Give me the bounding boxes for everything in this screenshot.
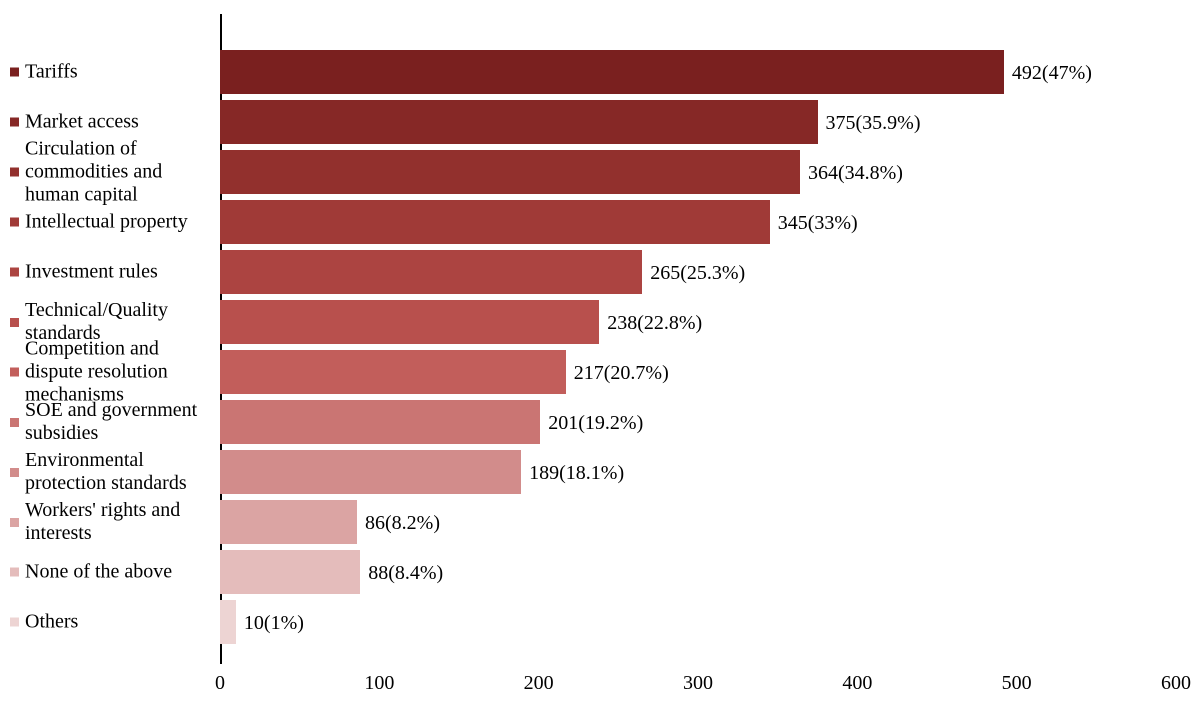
bar-value-label: 88(8.4%) — [368, 562, 443, 585]
legend-swatch — [10, 418, 19, 427]
horizontal-bar-chart: 492(47%) 375(35.9%) 364(34.8%) 345(33%) 265(… — [0, 0, 1196, 716]
x-tick-label: 600 — [1161, 672, 1191, 695]
bar — [220, 150, 800, 194]
x-tick-label: 400 — [842, 672, 872, 695]
bar-value-label: 10(1%) — [244, 612, 304, 635]
bar-value-label: 201(19.2%) — [548, 412, 643, 435]
x-tick-label: 500 — [1002, 672, 1032, 695]
bar — [220, 200, 770, 244]
category-label: Intellectual property — [10, 211, 215, 234]
legend-swatch — [10, 168, 19, 177]
category-label-text: Others — [25, 611, 78, 634]
bar-value-label: 364(34.8%) — [808, 162, 903, 185]
bar-value-label: 265(25.3%) — [650, 262, 745, 285]
bar-value-label: 492(47%) — [1012, 62, 1092, 85]
category-label: Circulation of commodities and human cap… — [10, 138, 215, 207]
bar — [220, 50, 1004, 94]
category-label: Environmental protection standards — [10, 449, 215, 495]
category-label: Tariffs — [10, 61, 215, 84]
bar — [220, 400, 540, 444]
legend-swatch — [10, 268, 19, 277]
bar-value-label: 217(20.7%) — [574, 362, 669, 385]
category-label-text: None of the above — [25, 561, 172, 584]
legend-swatch — [10, 518, 19, 527]
category-label-text: Investment rules — [25, 261, 158, 284]
category-label: Investment rules — [10, 261, 215, 284]
legend-swatch — [10, 218, 19, 227]
bar-value-label: 189(18.1%) — [529, 462, 624, 485]
bar — [220, 100, 818, 144]
legend-swatch — [10, 68, 19, 77]
category-label: SOE and government subsidies — [10, 399, 215, 445]
category-label-text: Workers' rights and interests — [25, 499, 215, 545]
bar — [220, 250, 642, 294]
category-label: Others — [10, 611, 215, 634]
legend-swatch — [10, 118, 19, 127]
bar — [220, 300, 599, 344]
x-tick-label: 0 — [215, 672, 225, 695]
legend-swatch — [10, 318, 19, 327]
category-label: Competition and dispute resolution mecha… — [10, 338, 215, 407]
category-label: Market access — [10, 111, 215, 134]
legend-swatch — [10, 618, 19, 627]
legend-swatch — [10, 468, 19, 477]
category-label-text: Competition and dispute resolution mecha… — [25, 338, 215, 407]
bar-value-label: 345(33%) — [778, 212, 858, 235]
plot-area: 492(47%) 375(35.9%) 364(34.8%) 345(33%) 265(… — [220, 14, 1176, 664]
x-tick-label: 200 — [524, 672, 554, 695]
category-label-text: Circulation of commodities and human cap… — [25, 138, 215, 207]
legend-swatch — [10, 568, 19, 577]
category-label-text: Tariffs — [25, 61, 78, 84]
bar-value-label: 86(8.2%) — [365, 512, 440, 535]
category-label: Workers' rights and interests — [10, 499, 215, 545]
bar — [220, 350, 566, 394]
category-label-text: Market access — [25, 111, 139, 134]
bar-value-label: 238(22.8%) — [607, 312, 702, 335]
bar — [220, 450, 521, 494]
category-label-text: Environmental protection standards — [25, 449, 215, 495]
x-tick-label: 100 — [364, 672, 394, 695]
bar — [220, 550, 360, 594]
category-label-text: SOE and government subsidies — [25, 399, 215, 445]
x-tick-label: 300 — [683, 672, 713, 695]
legend-swatch — [10, 368, 19, 377]
category-label-text: Intellectual property — [25, 211, 188, 234]
bar-value-label: 375(35.9%) — [826, 112, 921, 135]
category-label: None of the above — [10, 561, 215, 584]
bar — [220, 600, 236, 644]
bar — [220, 500, 357, 544]
